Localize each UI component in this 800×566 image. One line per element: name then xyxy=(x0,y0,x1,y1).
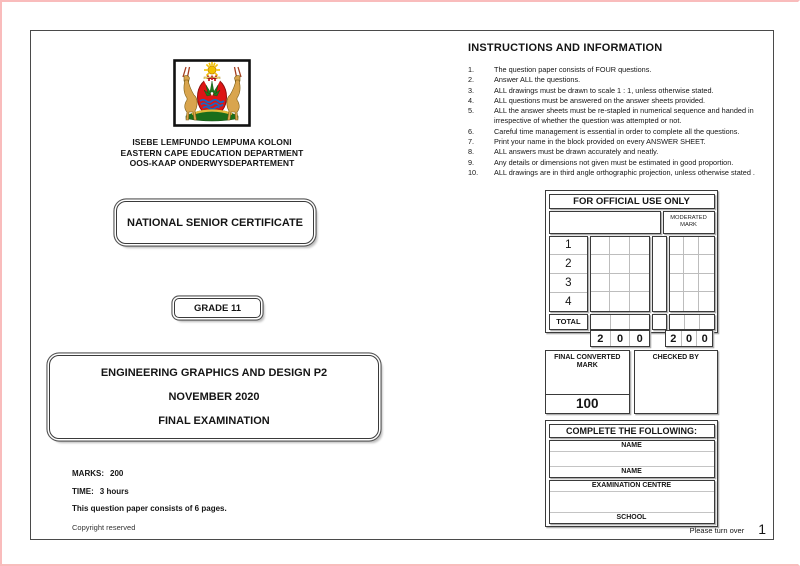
question-row-labels: 1 2 3 4 xyxy=(548,235,589,312)
question-row-label: 1 xyxy=(549,237,588,256)
exam-type: FINAL EXAMINATION xyxy=(158,415,270,427)
conversion-section: FINAL CONVERTED MARK 100 CHECKED BY xyxy=(545,350,718,414)
certificate-label: NATIONAL SENIOR CERTIFICATE xyxy=(127,216,303,229)
official-use-title: FOR OFFICIAL USE ONLY xyxy=(548,193,715,209)
shield xyxy=(185,77,239,122)
instruction-item: 10. ALL drawings are in third angle ortho… xyxy=(468,167,755,177)
checked-by-label: CHECKED BY xyxy=(652,354,699,361)
mark-cells-spacer xyxy=(651,235,667,312)
mark-cells-right xyxy=(668,235,715,312)
department-name: ISEBE LEMFUNDO LEMPUMA KOLONI EASTERN CA… xyxy=(92,137,332,169)
question-row-label: 2 xyxy=(549,255,588,274)
centre-school-field: EXAMINATION CENTRE SCHOOL xyxy=(548,479,715,524)
aloe-plant xyxy=(203,80,221,97)
total-cells-left xyxy=(590,313,650,330)
instruction-item: 9. Any details or dimensions not given mu… xyxy=(468,157,734,167)
final-converted-mark-value: 100 xyxy=(546,394,629,413)
official-use-table: FOR OFFICIAL USE ONLY MODERATED MARK 1 2… xyxy=(545,190,718,333)
instructions-heading: INSTRUCTIONS AND INFORMATION xyxy=(468,42,663,54)
department-line: EASTERN CAPE EDUCATION DEPARTMENT xyxy=(120,147,304,158)
max-mark-digits: 2 0 0 2 0 0 xyxy=(590,330,713,347)
exam-session: NOVEMBER 2020 xyxy=(168,391,260,403)
total-row: TOTAL xyxy=(548,313,715,330)
question-row-label: 4 xyxy=(565,295,572,308)
instruction-item: 2. Answer ALL the questions. xyxy=(468,75,581,85)
antelope-right xyxy=(226,66,242,121)
footer-page-number: 1 xyxy=(758,521,766,537)
instruction-item: 1. The question paper consists of FOUR qu… xyxy=(468,65,652,74)
name-field: NAME NAME xyxy=(548,439,715,478)
instructions-list: 1. The question paper consists of FOUR qu… xyxy=(468,65,770,178)
grade-label: GRADE 11 xyxy=(194,302,241,314)
max-mark-left: 2 0 0 xyxy=(590,330,650,347)
turn-over-note: Please turn over xyxy=(689,526,745,535)
instruction-item: 8. ALL answers must be drawn accurately a… xyxy=(468,147,659,157)
certificate-box: NATIONAL SENIOR CERTIFICATE xyxy=(116,201,314,244)
department-line: ISEBE LEMFUNDO LEMPUMA KOLONI xyxy=(132,137,292,147)
exam-title-box: ENGINEERING GRAPHICS AND DESIGN P2 NOVEM… xyxy=(49,355,379,439)
eastern-cape-coat-of-arms xyxy=(173,59,251,127)
question-mark-grid: 1 2 3 4 xyxy=(548,235,715,312)
instruction-item: 7. Print your name in the block provided … xyxy=(468,137,706,147)
final-converted-mark-label: FINAL CONVERTED MARK xyxy=(554,354,621,369)
time-line: TIME: 3 hours xyxy=(72,486,129,496)
instruction-item: 6. Careful time management is essential i… xyxy=(468,126,740,136)
checked-by-box: CHECKED BY xyxy=(633,350,718,414)
instruction-item: 5. ALL the answer sheets must be re-stapl… xyxy=(468,106,754,126)
question-row-label: 3 xyxy=(549,274,588,293)
page-footer: Please turn over 1 xyxy=(542,521,766,537)
instruction-item: 3. ALL drawings must be drawn to scale 1 … xyxy=(468,85,714,95)
official-use-header-row: MODERATED MARK xyxy=(548,210,715,234)
mark-cells-left xyxy=(590,235,650,312)
complete-following-title: COMPLETE THE FOLLOWING: xyxy=(548,423,715,438)
department-line: OOS-KAAP ONDERWYSDEPARTEMENT xyxy=(129,158,295,168)
mark-entry-box xyxy=(548,210,661,234)
total-cells-right xyxy=(668,313,715,330)
moderated-mark-cell: MODERATED MARK xyxy=(662,210,715,234)
complete-following-box: COMPLETE THE FOLLOWING: NAME NAME EXAMIN… xyxy=(545,420,718,527)
subject-title: ENGINEERING GRAPHICS AND DESIGN P2 xyxy=(100,367,328,379)
pages-note: This question paper consists of 6 pages. xyxy=(72,504,227,513)
total-label: TOTAL xyxy=(548,313,589,330)
sun-icon xyxy=(203,62,221,81)
marks-line: MARKS: 200 xyxy=(72,469,124,478)
exam-meta: MARKS: 200 TIME: 3 hours This question pap… xyxy=(72,469,227,532)
instruction-item: 4. ALL questions must be answered on the … xyxy=(468,95,706,105)
antelope-left xyxy=(182,66,198,121)
max-mark-right: 2 0 0 xyxy=(665,330,713,347)
final-converted-mark-box: FINAL CONVERTED MARK 100 xyxy=(545,350,630,414)
copyright-note: Copyright reserved xyxy=(72,522,136,532)
grade-box: GRADE 11 xyxy=(174,298,261,318)
total-spacer xyxy=(651,313,667,330)
